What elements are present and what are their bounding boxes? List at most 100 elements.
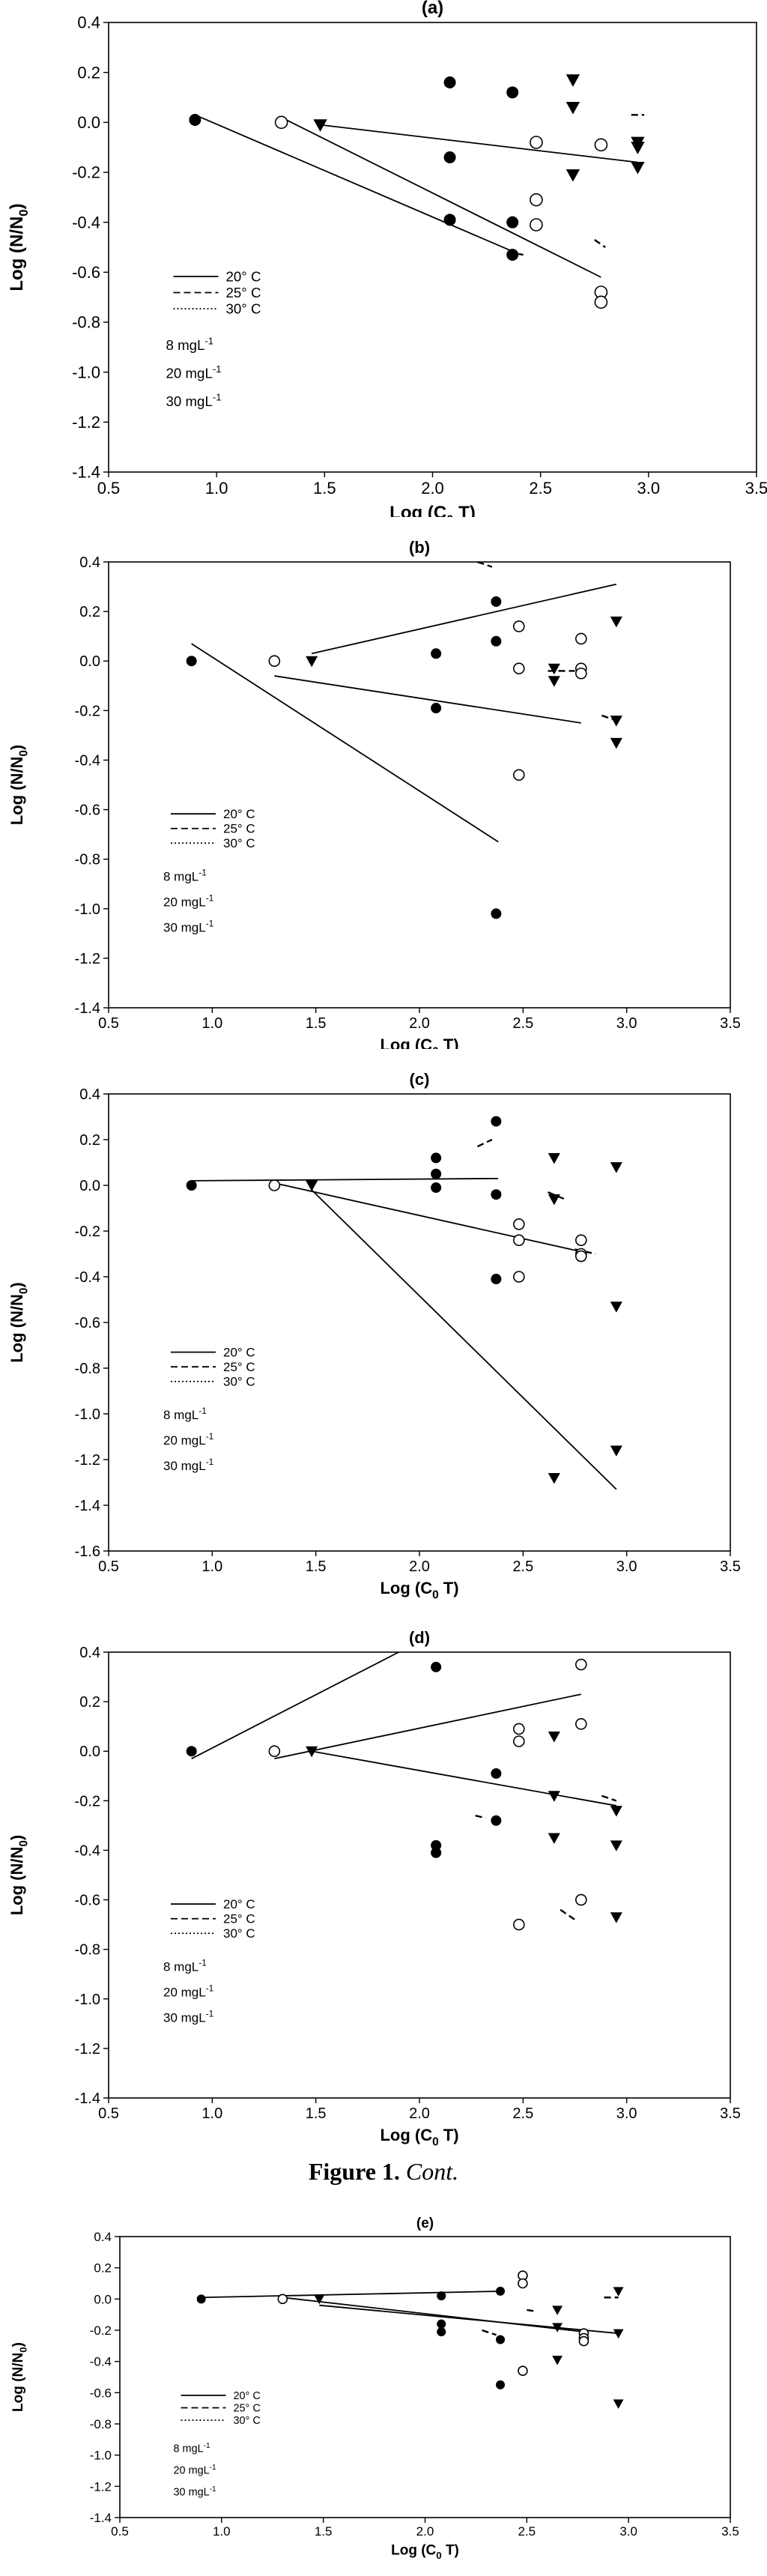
y-tick-label: -0.8 [75, 852, 100, 868]
x-tick-label: 2.0 [409, 1558, 430, 1575]
data-point [512, 1271, 525, 1283]
legend-line-label: 25° C [226, 285, 261, 300]
x-tick-label: 3.5 [720, 1015, 741, 1032]
y-tick-label: 0.4 [79, 554, 100, 571]
data-point [575, 1250, 587, 1263]
data-point [506, 86, 519, 99]
data-point [491, 596, 502, 607]
legend-line-label: 25° C [223, 1360, 255, 1374]
series-filled-circle [189, 76, 519, 261]
data-point [578, 2335, 589, 2347]
series-filled-triangle [313, 74, 645, 182]
data-point [575, 1718, 587, 1730]
y-tick-label: -1.0 [75, 1406, 100, 1423]
x-tick-label: 1.5 [306, 2105, 327, 2122]
data-point [518, 2365, 528, 2376]
y-tick-label: -1.0 [75, 901, 100, 918]
legend-dose-label: 8 mgL-1 [163, 868, 207, 884]
legend-line-label: 25° C [223, 822, 255, 836]
y-tick-label: 0.0 [79, 1744, 100, 1760]
y-tick-label: 0.4 [79, 1086, 100, 1103]
data-point [548, 1472, 560, 1484]
fit-line-solid [311, 1750, 616, 1806]
y-tick-label: 0.2 [94, 2261, 112, 2276]
y-tick-label: 0.4 [79, 1645, 100, 1661]
x-tick-label: 2.0 [409, 2105, 430, 2122]
y-tick-label: 0.0 [79, 1178, 100, 1194]
data-point [437, 2291, 446, 2301]
data-point [548, 1152, 560, 1164]
legend-line-label: 20° C [234, 2390, 261, 2402]
data-point [610, 1806, 622, 1817]
y-tick-label: -1.6 [75, 1544, 100, 1560]
y-tick-label: -0.4 [75, 1842, 100, 1859]
x-tick-label: 3.5 [721, 2524, 739, 2539]
fit-line-dashed [477, 560, 493, 568]
x-tick-label: 0.5 [98, 2105, 119, 2122]
fit-line-dashed [560, 1908, 576, 1920]
series-open-circle [268, 1658, 587, 1931]
y-tick-label: -0.6 [90, 2386, 112, 2400]
fit-line-solid [282, 2297, 584, 2332]
x-tick-label: 3.5 [720, 2105, 741, 2122]
y-tick-label: -0.8 [72, 313, 100, 332]
data-point [613, 2329, 624, 2339]
series-open-circle [274, 115, 608, 309]
y-tick-label: -0.8 [75, 1942, 100, 1959]
chart-panel-b: (b) 0.5 1.0 1.5 2.0 2.5 3.0 3.5 0.4 0.2 0.0 -0.2 -0.… [7, 538, 741, 1049]
data-point [566, 101, 580, 115]
x-tick-label: 1.0 [213, 2524, 231, 2539]
panel-label: (d) [409, 1628, 430, 1647]
x-tick-label: 1.0 [201, 2105, 222, 2122]
series-filled-circle [196, 2286, 506, 2389]
fit-line-solid [281, 116, 601, 278]
x-tick-label: 1.5 [313, 479, 336, 498]
plot-frame [119, 2236, 731, 2518]
data-point [268, 655, 281, 668]
series-filled-circle [186, 1661, 502, 1858]
fit-line-dashed [476, 1138, 493, 1148]
x-tick-label: 2.0 [421, 479, 444, 498]
data-point [575, 1658, 587, 1671]
data-point [631, 142, 645, 154]
y-tick-label: 0.2 [77, 63, 100, 82]
legend-dose-label: 30 mgL-1 [174, 2485, 217, 2499]
y-tick-label: -1.4 [90, 2511, 112, 2525]
panel-label: (a) [422, 0, 443, 18]
y-tick-label: 0.2 [79, 604, 100, 620]
fit-line-dashed [594, 239, 606, 248]
legend-dose-label: 30 mgL-1 [163, 1457, 214, 1473]
y-tick-label: 0.4 [94, 2230, 112, 2244]
x-tick-label: 3.0 [616, 1015, 637, 1032]
y-tick-label: -1.2 [75, 2041, 100, 2058]
legend-line-label: 30° C [234, 2415, 261, 2427]
data-point [566, 74, 580, 87]
legend-line-label: 30° C [223, 1375, 255, 1389]
y-tick-label: -0.4 [75, 1269, 100, 1286]
x-axis-label: Log (C0 T) [380, 2126, 458, 2149]
y-tick-label: 0.0 [77, 113, 100, 132]
data-point [613, 2399, 624, 2409]
y-tick-label: -1.0 [72, 363, 100, 381]
data-point [530, 218, 543, 232]
data-point [512, 1234, 525, 1246]
fit-line-solid [191, 1651, 399, 1759]
legend-dose-label: 20 mgL-1 [163, 1983, 214, 2000]
data-point [491, 1768, 502, 1779]
data-point [575, 1893, 587, 1906]
y-tick-label: -0.6 [75, 1315, 100, 1331]
data-point [306, 1180, 318, 1192]
x-tick-label: 1.0 [205, 479, 228, 498]
data-point [613, 2287, 624, 2297]
y-tick-label: -1.2 [90, 2479, 112, 2494]
data-point [530, 136, 543, 149]
data-point [548, 1731, 560, 1743]
data-point [610, 616, 622, 628]
figure-caption-label: Figure 1. [308, 2158, 400, 2185]
legend-dose-label: 20 mgL-1 [174, 2464, 217, 2477]
data-point [512, 1218, 525, 1230]
data-point [431, 1661, 442, 1672]
x-axis-label: Log (C0 T) [389, 503, 476, 517]
data-point [512, 662, 525, 674]
data-point [610, 716, 622, 727]
